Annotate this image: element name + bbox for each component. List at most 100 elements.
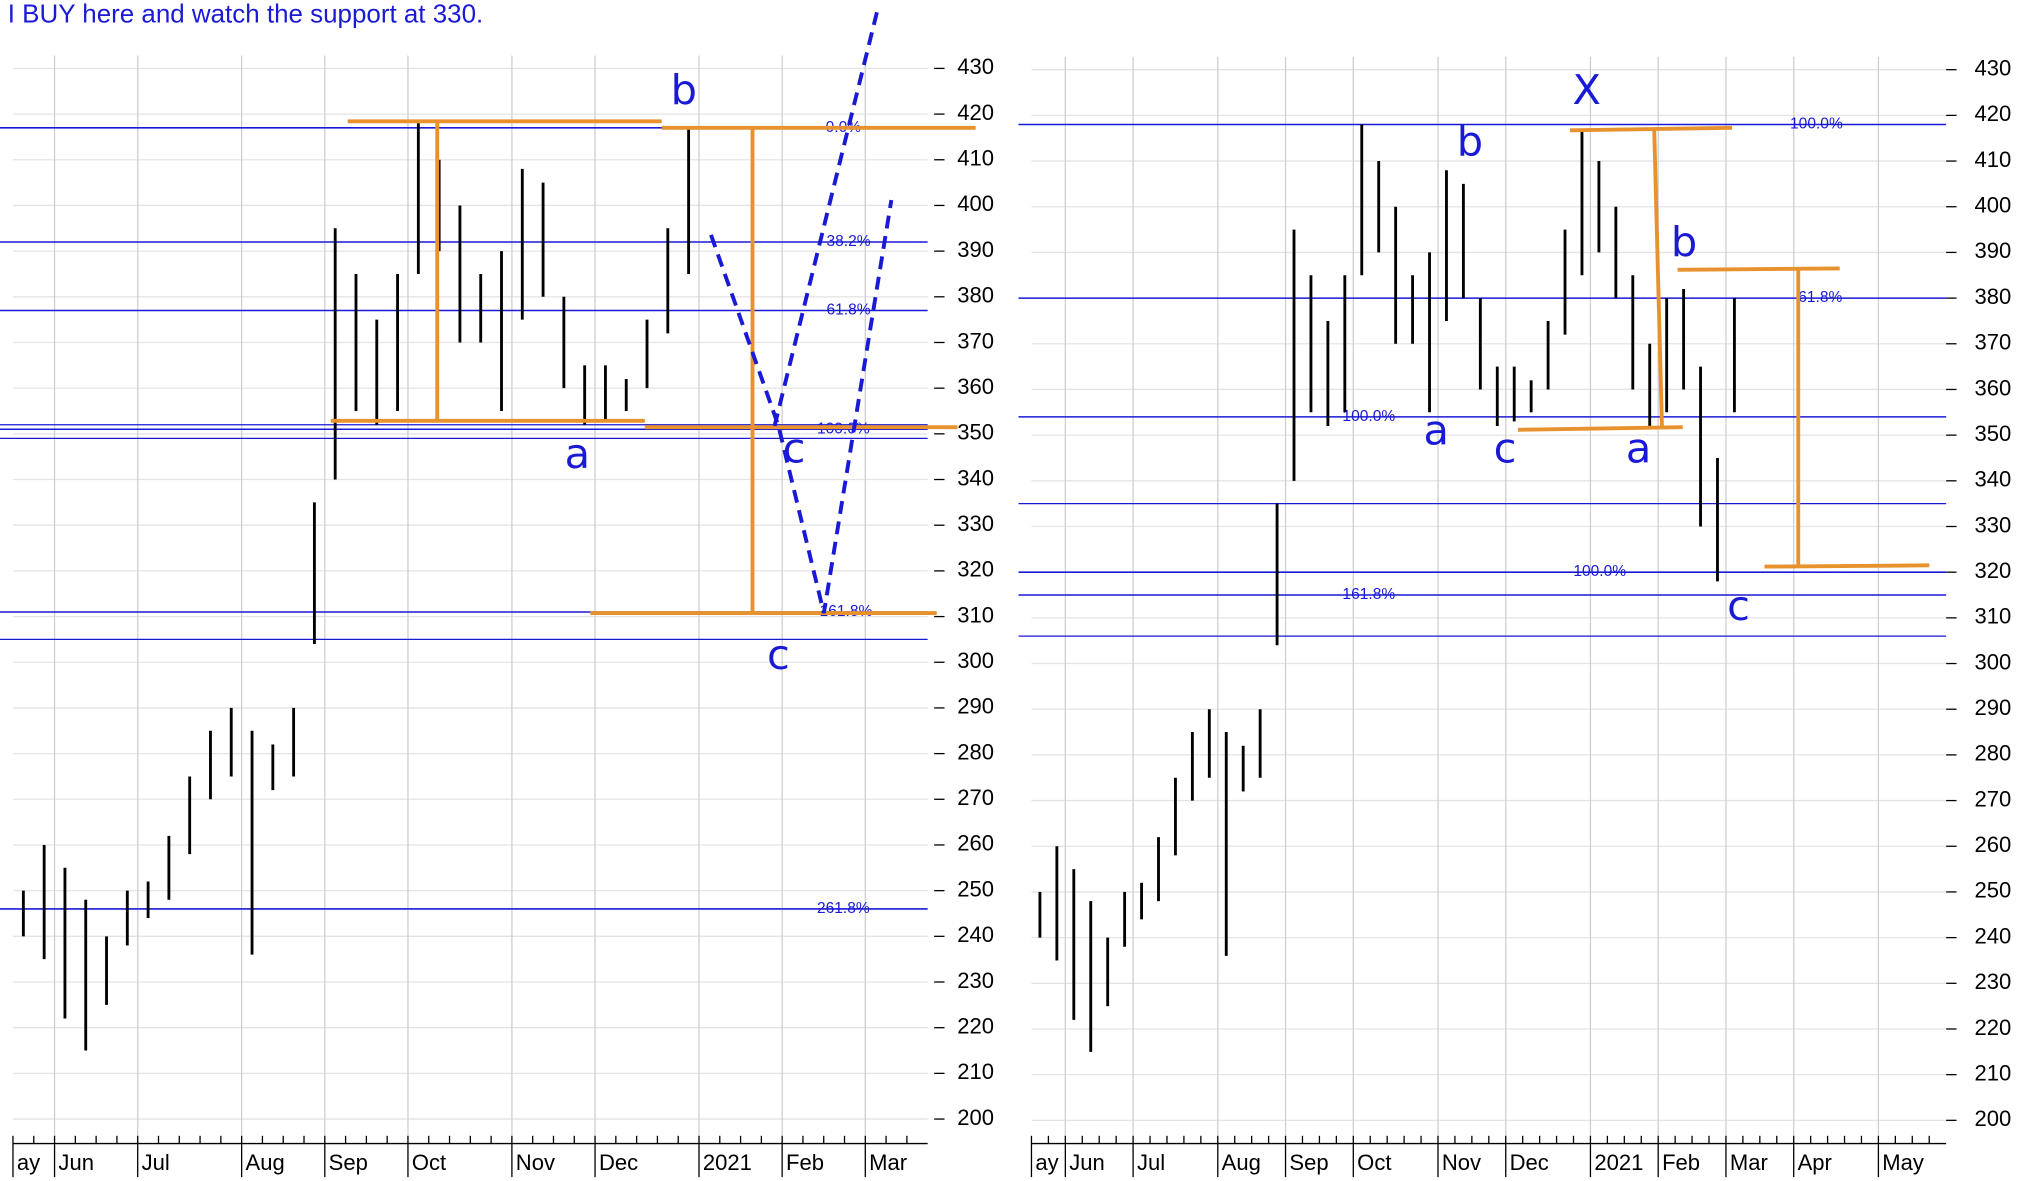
y-tick-label: 370 [1974,330,2011,355]
y-tick-label: 270 [957,785,994,810]
orange-line [1677,266,1840,272]
x-tick-label: ay [17,1150,40,1175]
y-tick-label: 260 [1974,832,2011,857]
x-tick-label: Dec [599,1150,638,1175]
y-tick-label: 340 [1974,467,2011,492]
y-tick-label: 390 [1974,238,2011,263]
x-tick-label: Jul [142,1150,170,1175]
y-tick-label: 310 [1974,604,2011,629]
y-tick-label: 300 [957,648,994,673]
y-tick-label: 400 [957,191,994,216]
drawings [330,119,1930,616]
y-tick-label: 360 [957,374,994,399]
y-tick-label: 330 [957,511,994,536]
y-tick-label: 430 [1974,56,2011,81]
x-tick-label: Apr [1798,1150,1832,1175]
y-tick-label: 390 [957,237,994,262]
x-tick-label: 2021 [703,1150,752,1175]
y-tick-label: 250 [1974,878,2011,903]
wave-label: X [1573,66,1601,114]
y-tick-label: 430 [957,54,994,79]
y-tick-label: 300 [1974,649,2011,674]
y-tick-label: 250 [957,876,994,901]
labels-layer: 200 210 220 230 240 250 260 270 280 290 300 310 320 3… [12,54,2011,1178]
y-tick-label: 260 [957,831,994,856]
dashed-line [709,199,894,614]
x-tick-label: May [1882,1150,1924,1175]
y-tick-label: 350 [1974,421,2011,446]
x-tick-label: Jun [1069,1150,1105,1175]
y-tick-label: 230 [957,968,994,993]
y-tick-label: 280 [1974,741,2011,766]
wave-label: a [1424,407,1449,455]
wave-label: b [1671,218,1697,266]
fib-label: 100.0% [1790,116,1843,133]
x-tick-label: Feb [1662,1150,1700,1175]
y-tick-label: 290 [1974,695,2011,720]
orange-line [1764,563,1930,569]
y-tick-label: 380 [1974,284,2011,309]
dashed-path [709,5,894,614]
y-tick-label: 350 [957,420,994,445]
y-tick-label: 420 [957,100,994,125]
y-tick-label: 220 [1974,1015,2011,1040]
grid-layer [12,55,1947,1144]
wave-label: c [767,631,790,679]
y-tick-label: 310 [957,602,994,627]
wave-label: b [671,66,697,114]
y-tick-label: 410 [957,146,994,171]
y-tick-label: 420 [1974,101,2011,126]
x-tick-label: Jul [1137,1150,1165,1175]
fib-label: 61.8% [826,302,870,319]
dashed-line [772,5,881,427]
y-tick-label: 240 [957,922,994,947]
y-tick-label: 400 [1974,193,2011,218]
y-tick-label: 200 [957,1105,994,1130]
orange-line [1517,425,1683,432]
fib-label: 161.8% [1342,586,1395,603]
wave-label: c [1727,582,1750,630]
wave-label: b [1457,118,1483,166]
x-tick-label: Mar [869,1150,907,1175]
x-tick-label: Oct [1357,1150,1391,1175]
y-tick-label: 370 [957,328,994,353]
y-tick-label: 270 [1974,786,2011,811]
x-tick-label: ay [1035,1150,1058,1175]
orange-line [1652,130,1664,429]
wave-label: c [783,425,806,473]
reference-layer: 0.0%38.2%61.8%100.0%161.8%261.8%100.0%61… [0,116,1947,917]
fib-label: 38.2% [826,233,870,250]
y-tick-label: 220 [957,1014,994,1039]
y-tick-label: 230 [1974,969,2011,994]
x-tick-label: Sep [1289,1150,1328,1175]
fib-label: 100.0% [1342,408,1395,425]
x-tick-label: Jun [58,1150,94,1175]
wave-label: a [565,430,590,478]
fib-label: 261.8% [817,900,870,917]
bars-layer [21,123,1736,1052]
x-tick-label: Aug [246,1150,285,1175]
wave-label: a [1626,425,1651,473]
y-tick-label: 200 [1974,1106,2011,1131]
orange-line [1569,125,1733,133]
y-tick-label: 210 [957,1059,994,1084]
fib-label: 61.8% [1798,289,1842,306]
wave-label: c [1494,425,1517,473]
x-tick-label: Aug [1222,1150,1261,1175]
x-tick-label: Nov [516,1150,555,1175]
y-tick-label: 360 [1974,375,2011,400]
x-tick-label: Feb [786,1150,824,1175]
title: I BUY here and watch the support at 330. [8,0,483,28]
x-tick-label: Dec [1510,1150,1549,1175]
y-tick-label: 380 [957,283,994,308]
y-tick-label: 330 [1974,512,2011,537]
y-tick-label: 290 [957,694,994,719]
y-tick-label: 280 [957,739,994,764]
y-tick-label: 410 [1974,147,2011,172]
x-tick-label: Mar [1730,1150,1768,1175]
x-tick-label: Oct [412,1150,446,1175]
y-tick-label: 320 [957,557,994,582]
x-tick-label: 2021 [1594,1150,1643,1175]
